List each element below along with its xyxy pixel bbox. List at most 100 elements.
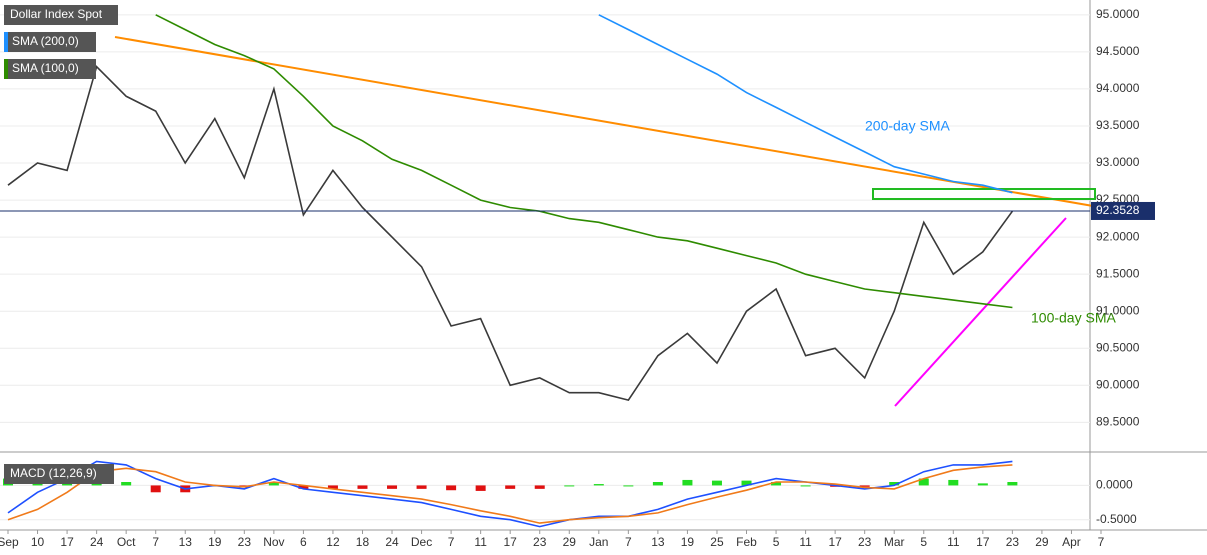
legend-swatch	[4, 59, 8, 79]
legend: Dollar Index Spot SMA (200,0) SMA (100,0…	[4, 5, 118, 484]
x-tick-label: 17	[60, 535, 74, 549]
x-tick-label: 23	[1006, 535, 1020, 549]
histogram-bar	[593, 484, 604, 486]
y-tick-label: 93.5000	[1096, 118, 1140, 132]
y-tick-label: 92.0000	[1096, 229, 1140, 243]
series-line	[7, 464, 1013, 524]
histogram-bar	[475, 485, 486, 491]
x-tick-label: 29	[1035, 535, 1049, 549]
histogram-bar	[564, 485, 575, 487]
x-tick-label: Dec	[411, 535, 432, 549]
histogram-bar	[682, 479, 693, 486]
y-tick-label: 91.0000	[1096, 303, 1140, 317]
last-price-box	[1091, 201, 1155, 220]
x-tick-label: Sep	[0, 535, 19, 549]
legend-box	[4, 59, 96, 79]
histogram-bar	[1007, 482, 1018, 486]
series-line	[598, 14, 1013, 194]
x-tick-label: Oct	[117, 535, 136, 549]
x-tick-label: 7	[448, 535, 455, 549]
histogram-bar	[446, 485, 457, 491]
histogram-bar	[977, 483, 988, 486]
x-tick-label: 12	[326, 535, 340, 549]
x-tick-label: 17	[828, 535, 842, 549]
histogram-bar	[623, 485, 634, 487]
x-tick-label: 19	[681, 535, 695, 549]
series-line	[7, 65, 1014, 402]
resistance-zone	[872, 188, 1096, 200]
x-tick-label: 6	[300, 535, 307, 549]
x-tick-label: 29	[563, 535, 577, 549]
y-tick-label: 94.0000	[1096, 81, 1140, 95]
histogram-bar	[652, 482, 663, 486]
x-tick-label: 11	[799, 535, 812, 549]
histogram-bar	[889, 482, 900, 486]
histogram-bar	[298, 485, 309, 489]
x-tick-label: 5	[920, 535, 927, 549]
x-tick-label: 23	[533, 535, 547, 549]
legend-label: SMA (100,0)	[12, 61, 79, 75]
x-tick-label: 5	[773, 535, 780, 549]
histogram-bar	[859, 485, 870, 487]
y-tick-label: 91.5000	[1096, 266, 1140, 280]
y-tick-label: 0.0000	[1096, 478, 1133, 492]
histogram-bar	[150, 485, 161, 493]
legend-swatch	[4, 32, 8, 52]
x-tick-label: 17	[976, 535, 990, 549]
annotation: 200-day SMA	[865, 118, 950, 134]
y-tick-label: 95.0000	[1096, 7, 1140, 21]
x-tick-label: 7	[625, 535, 632, 549]
y-tick-label: 93.0000	[1096, 155, 1140, 169]
x-tick-label: Mar	[884, 535, 905, 549]
legend-box	[4, 464, 114, 484]
x-tick-label: 7	[152, 535, 159, 549]
histogram-bar	[800, 485, 811, 487]
y-tick-label: -0.5000	[1096, 512, 1137, 526]
histogram-bar	[918, 478, 929, 486]
annotation: 100-day SMA	[1031, 310, 1116, 326]
histogram-bar	[387, 485, 398, 489]
x-tick-label: Jan	[589, 535, 608, 549]
histogram-bar	[948, 479, 959, 486]
y-tick-label: 89.5000	[1096, 415, 1140, 429]
x-tick-label: 19	[208, 535, 222, 549]
x-tick-label: 24	[90, 535, 104, 549]
legend-label: SMA (200,0)	[12, 34, 79, 48]
histogram-bar	[534, 485, 545, 489]
histogram-bar	[416, 485, 427, 489]
x-tick-label: Nov	[263, 535, 284, 549]
y-tick-label: 94.5000	[1096, 44, 1140, 58]
histogram-bar	[771, 482, 782, 486]
x-tick-label: 23	[858, 535, 872, 549]
series-line	[7, 460, 1013, 528]
x-tick-label: 25	[710, 535, 724, 549]
x-tick-label: 7	[1098, 535, 1105, 549]
histogram-bar	[268, 482, 279, 486]
x-tick-label: 10	[31, 535, 45, 549]
last-price-label: 92.3528	[1096, 203, 1140, 217]
chart-title: Dollar Index Spot	[10, 7, 103, 21]
x-tick-label: 11	[947, 535, 960, 549]
y-tick-label: 90.5000	[1096, 340, 1140, 354]
x-tick-label: 11	[474, 535, 487, 549]
histogram-bar	[711, 480, 722, 486]
x-tick-label: 23	[238, 535, 252, 549]
histogram-bar	[327, 485, 338, 489]
x-tick-label: 17	[504, 535, 518, 549]
histogram-bar	[741, 480, 752, 486]
x-tick-label: Feb	[736, 535, 757, 549]
x-tick-label: 18	[356, 535, 370, 549]
x-tick-label: Apr	[1062, 535, 1081, 549]
legend-box	[4, 32, 96, 52]
x-tick-label: 24	[385, 535, 399, 549]
support-trendline	[894, 217, 1067, 407]
y-tick-label: 90.0000	[1096, 377, 1140, 391]
histogram-bar	[121, 482, 132, 486]
x-tick-label: 13	[179, 535, 193, 549]
histogram-bar	[357, 485, 368, 489]
macd-title: MACD (12,26,9)	[10, 466, 97, 480]
legend-box	[4, 5, 118, 25]
x-tick-label: 13	[651, 535, 665, 549]
